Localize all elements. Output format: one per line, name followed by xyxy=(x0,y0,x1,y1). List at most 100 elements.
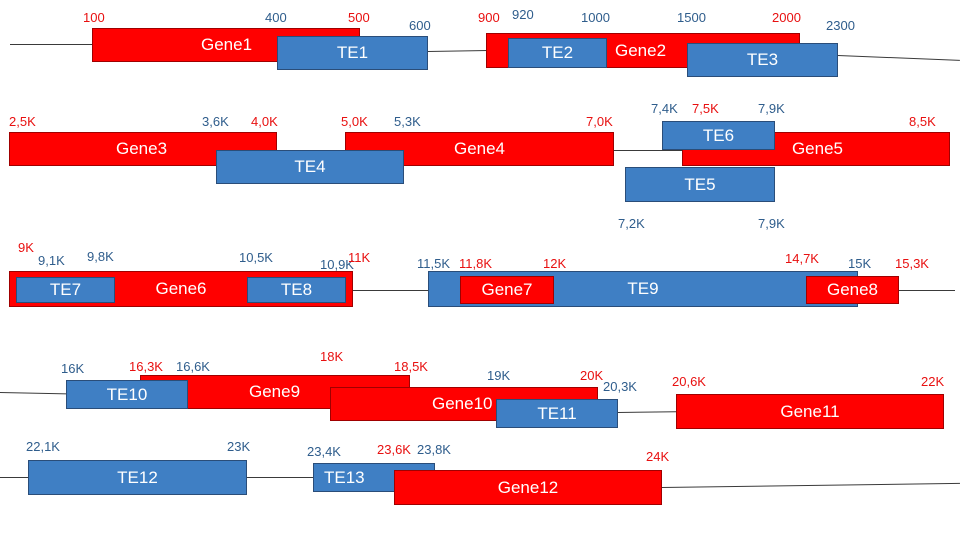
gene6-label: Gene6 xyxy=(155,279,207,298)
position-label: 5,0K xyxy=(341,114,368,129)
te6-label: TE6 xyxy=(702,125,735,145)
position-label: 10,9K xyxy=(320,257,354,272)
chromosome-line xyxy=(0,477,30,478)
position-label: 14,7K xyxy=(785,251,819,266)
te9-label: TE9 xyxy=(627,279,659,298)
gene8-box: Gene8 xyxy=(806,276,899,304)
chromosome-line xyxy=(352,290,429,291)
position-label: 100 xyxy=(83,10,105,25)
position-label: 2000 xyxy=(772,10,801,25)
position-label: 7,2K xyxy=(618,216,645,231)
position-label: 600 xyxy=(409,18,431,33)
chromosome-line xyxy=(899,290,955,291)
te5-box: TE5 xyxy=(625,167,775,202)
te1-label: TE1 xyxy=(336,43,369,62)
gene12-box: Gene12 xyxy=(394,470,662,505)
position-label: 10,5K xyxy=(239,250,273,265)
te3-box: TE3 xyxy=(687,43,838,77)
position-label: 7,0K xyxy=(586,114,613,129)
te5-label: TE5 xyxy=(684,174,716,194)
gene1-label: Gene1 xyxy=(201,35,253,54)
te4-label: TE4 xyxy=(294,157,326,176)
te8-box: TE8 xyxy=(247,277,346,303)
gene11-box: Gene11 xyxy=(676,394,944,429)
position-label: 11,8K xyxy=(459,256,493,271)
position-label: 22,1K xyxy=(26,439,60,454)
position-label: 1500 xyxy=(677,10,706,25)
position-label: 18K xyxy=(320,349,344,364)
te11-box: TE11 xyxy=(496,399,618,428)
chromosome-line xyxy=(0,392,67,395)
position-label: 2300 xyxy=(826,18,855,33)
te10-box: TE10 xyxy=(66,380,188,409)
position-label: 16,6K xyxy=(176,359,210,374)
gene2-label: Gene2 xyxy=(615,40,667,60)
position-label: 9,1K xyxy=(38,253,65,268)
position-label: 15,3K xyxy=(895,256,929,271)
position-label: 20K xyxy=(580,368,604,383)
te12-label: TE12 xyxy=(117,467,158,487)
gene7-box: Gene7 xyxy=(460,276,554,304)
position-label: 900 xyxy=(478,10,500,25)
te2-label: TE2 xyxy=(541,43,574,62)
te8-label: TE8 xyxy=(280,280,313,299)
position-label: 4,0K xyxy=(251,114,278,129)
position-label: 18,5K xyxy=(394,359,428,374)
position-label: 11K xyxy=(348,250,371,265)
chromosome-line xyxy=(662,482,960,488)
gene8-label: Gene8 xyxy=(826,280,879,299)
position-label: 22K xyxy=(921,374,945,389)
position-label: 3,6K xyxy=(202,114,229,129)
position-label: 15K xyxy=(848,256,872,271)
chromosome-line xyxy=(10,44,95,45)
gene4-label: Gene4 xyxy=(453,139,506,158)
position-label: 1000 xyxy=(581,10,610,25)
te1-box: TE1 xyxy=(277,36,428,70)
gene12-label: Gene12 xyxy=(497,477,559,497)
position-label: 23K xyxy=(227,439,251,454)
gene7-label: Gene7 xyxy=(481,280,533,299)
gene5-label: Gene5 xyxy=(791,139,843,158)
chromosome-line xyxy=(618,411,677,413)
position-label: 7,5K xyxy=(692,101,719,116)
position-label: 5,3K xyxy=(394,114,421,129)
te6-box: TE6 xyxy=(662,121,775,150)
gene3-label: Gene3 xyxy=(116,139,168,158)
te11-label: TE11 xyxy=(537,403,577,423)
position-label: 11,5K xyxy=(417,256,451,271)
position-label: 23,4K xyxy=(307,444,341,459)
te13-label: TE13 xyxy=(324,467,365,487)
te10-label: TE10 xyxy=(106,384,148,404)
position-label: 400 xyxy=(265,10,287,25)
te12-box: TE12 xyxy=(28,460,247,495)
chromosome-line xyxy=(247,477,315,478)
te3-label: TE3 xyxy=(746,50,779,69)
gene9-label: Gene9 xyxy=(249,382,301,401)
position-label: 20,6K xyxy=(672,374,706,389)
position-label: 9,8K xyxy=(87,249,114,264)
position-label: 16,3K xyxy=(129,359,163,374)
gene10-label: Gene10 xyxy=(432,394,493,413)
position-label: 24K xyxy=(646,449,670,464)
position-label: 920 xyxy=(512,7,534,22)
position-label: 500 xyxy=(348,10,370,25)
position-label: 8,5K xyxy=(909,114,936,129)
te4-box: TE4 xyxy=(216,150,404,184)
gene11-label: Gene11 xyxy=(780,401,840,421)
position-label: 7,4K xyxy=(651,101,678,116)
position-label: 19K xyxy=(487,368,511,383)
position-label: 2,5K xyxy=(9,114,36,129)
chromosome-line xyxy=(837,55,960,61)
position-label: 23,6K xyxy=(377,442,411,457)
position-label: 12K xyxy=(543,256,567,271)
te7-box: TE7 xyxy=(16,277,115,303)
position-label: 9K xyxy=(18,240,34,255)
position-label: 7,9K xyxy=(758,216,785,231)
position-label: 23,8K xyxy=(417,442,451,457)
chromosome-line xyxy=(614,150,684,151)
position-label: 7,9K xyxy=(758,101,785,116)
position-label: 16K xyxy=(61,361,85,376)
te2-box: TE2 xyxy=(508,38,607,68)
position-label: 20,3K xyxy=(603,379,637,394)
te7-label: TE7 xyxy=(49,280,82,299)
